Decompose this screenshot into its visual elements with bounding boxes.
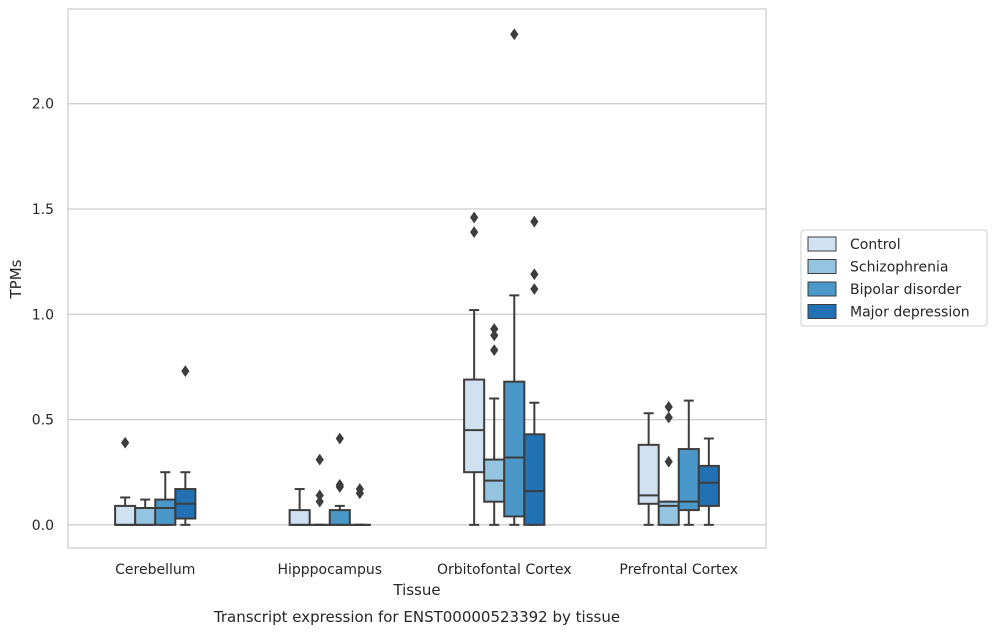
box-body <box>657 500 680 526</box>
legend-swatch <box>807 304 837 319</box>
y-tick-label: 1.5 <box>32 202 54 218</box>
outlier-point <box>181 365 190 378</box>
box-bipolar-disorder <box>154 471 177 526</box>
outlier-point <box>470 226 479 239</box>
box-control <box>637 412 660 526</box>
x-tick-label: Cerebellum <box>115 562 195 578</box>
box-bipolar-disorder <box>328 432 351 526</box>
box-body <box>154 498 177 526</box>
legend-label: Bipolar disorder <box>850 282 961 298</box>
plot-area-frame <box>67 8 767 549</box>
chart-caption: Transcript expression for ENST0000052339… <box>213 608 620 626</box>
y-tick-label: 2.0 <box>32 97 54 113</box>
x-tick-label: Prefrontal Cortex <box>619 562 738 578</box>
outlier-point <box>490 344 499 356</box>
outlier-point <box>530 268 539 281</box>
outlier-point <box>530 283 539 295</box>
box-body <box>637 443 660 505</box>
box-major-depression <box>174 365 197 526</box>
y-tick-label: 0.0 <box>32 518 54 534</box>
outlier-point <box>490 323 499 335</box>
legend-label: Schizophrenia <box>850 260 948 276</box>
outlier-point <box>315 453 324 466</box>
outlier-point <box>664 455 673 468</box>
outlier-point <box>490 329 499 342</box>
outlier-point <box>355 483 364 495</box>
box-schizophrenia <box>134 498 157 526</box>
outlier-point <box>121 436 130 449</box>
outlier-point <box>470 211 479 224</box>
outlier-point <box>335 478 344 491</box>
box-major-depression <box>697 437 720 526</box>
x-axis-ticks: Cerebellum Hipppocampus Orbitofontal Corte… <box>115 562 738 578</box>
box-major-depression <box>523 215 546 526</box>
box-schizophrenia <box>483 323 506 526</box>
legend: Control Schizophrenia Bipolar disorder Majo… <box>800 229 988 327</box>
box-schizophrenia <box>308 453 331 526</box>
legend-label: Control <box>850 237 901 253</box>
box-body <box>463 378 486 474</box>
x-tick-label: Hipppocampus <box>277 562 382 578</box>
box-major-depression <box>348 483 371 526</box>
outlier-point <box>530 215 539 228</box>
outlier-point <box>664 411 673 424</box>
outlier-point <box>315 495 324 508</box>
box-body <box>114 504 137 526</box>
box-body <box>134 506 157 526</box>
legend-swatch <box>807 259 837 274</box>
box-body <box>697 464 720 507</box>
outlier-point <box>315 489 324 502</box>
box-bipolar-disorder <box>677 399 700 526</box>
y-axis-ticks: 0.0 0.5 1.0 1.5 2.0 <box>32 97 54 534</box>
legend-label: Major depression <box>850 305 970 321</box>
box-control <box>463 211 486 526</box>
x-axis-title: Tissue <box>392 581 440 599</box>
outlier-point <box>510 28 519 41</box>
y-axis-title: TPMs <box>7 259 25 299</box>
box-control <box>114 436 137 526</box>
box-body <box>523 433 546 526</box>
legend-frame <box>800 229 988 327</box>
boxes <box>114 28 720 526</box>
box-body <box>288 509 311 526</box>
x-tick-label: Orbitofontal Cortex <box>437 562 572 578</box>
y-tick-label: 1.0 <box>32 307 54 323</box>
box-schizophrenia <box>657 401 680 526</box>
y-tick-label: 0.5 <box>32 413 54 429</box>
legend-swatch <box>807 236 837 252</box>
legend-swatch <box>807 281 837 297</box>
box-body <box>328 509 351 526</box>
outlier-point <box>664 401 673 413</box>
gridlines <box>68 103 766 526</box>
box-body <box>503 380 526 518</box>
box-control <box>288 488 311 526</box>
outlier-point <box>335 432 344 445</box>
